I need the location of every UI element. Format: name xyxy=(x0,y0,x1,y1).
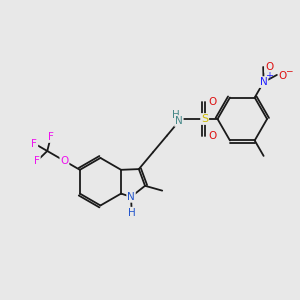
Text: H: H xyxy=(128,208,136,218)
Text: F: F xyxy=(34,156,40,166)
Text: F: F xyxy=(48,132,54,142)
Text: +: + xyxy=(265,71,273,81)
Text: N: N xyxy=(175,116,183,126)
Text: O: O xyxy=(208,97,217,107)
Text: N: N xyxy=(260,77,268,87)
Text: O: O xyxy=(279,71,287,81)
Text: F: F xyxy=(32,139,37,148)
Text: N: N xyxy=(127,192,135,202)
Text: O: O xyxy=(265,62,273,72)
Text: O: O xyxy=(208,131,217,141)
Text: −: − xyxy=(285,67,292,76)
Text: H: H xyxy=(172,110,180,120)
Text: S: S xyxy=(201,114,208,124)
Text: O: O xyxy=(60,156,69,166)
